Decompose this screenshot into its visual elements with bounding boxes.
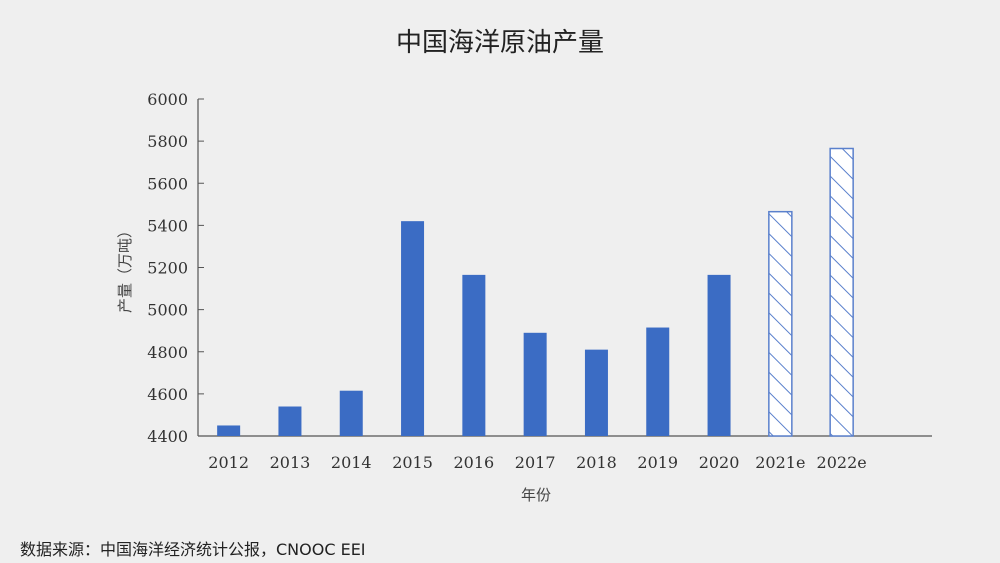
x-axis-label: 年份 bbox=[521, 486, 551, 504]
x-tick-label: 2015 bbox=[392, 453, 433, 472]
bar-2017 bbox=[523, 332, 547, 436]
bar-2013 bbox=[278, 406, 302, 436]
bar-2020 bbox=[707, 274, 731, 436]
y-tick-label: 4400 bbox=[147, 427, 188, 446]
bars bbox=[217, 147, 854, 437]
y-tick-labels: 4400 4600 4800 5000 5200 5400 5600 5800 6000 bbox=[147, 90, 188, 446]
y-tick-label: 5800 bbox=[147, 132, 188, 151]
x-tick-label: 2013 bbox=[270, 453, 311, 472]
source-note: 数据来源：中国海洋经济统计公报，CNOOC EEI bbox=[20, 540, 366, 559]
bar-2018 bbox=[584, 349, 608, 436]
axes bbox=[197, 98, 932, 437]
bar-2012 bbox=[217, 425, 241, 436]
x-tick-label: 2018 bbox=[576, 453, 617, 472]
x-tick-label: 2019 bbox=[637, 453, 678, 472]
bar-2019 bbox=[646, 327, 670, 436]
bar-2016 bbox=[462, 274, 486, 436]
x-tick-label: 2020 bbox=[699, 453, 740, 472]
x-tick-label: 2022e bbox=[817, 453, 867, 472]
bar-2015 bbox=[401, 221, 425, 436]
x-tick-label: 2014 bbox=[331, 453, 372, 472]
y-axis-label: 产量（万吨） bbox=[116, 223, 134, 313]
y-tick-label: 4600 bbox=[147, 385, 188, 404]
x-tick-label: 2021e bbox=[755, 453, 805, 472]
bar-2014 bbox=[339, 390, 363, 436]
y-tick-label: 4800 bbox=[147, 343, 188, 362]
x-tick-label: 2016 bbox=[453, 453, 494, 472]
x-tick-label: 2012 bbox=[208, 453, 249, 472]
bar-chart: 2012 2013 2014 2015 2016 2017 2018 2019 2020 2021… bbox=[116, 90, 932, 504]
bar-2021e bbox=[768, 210, 793, 437]
x-tick-labels: 2012 2013 2014 2015 2016 2017 2018 2019 2020 2021… bbox=[208, 453, 866, 472]
x-tick-label: 2017 bbox=[515, 453, 556, 472]
y-tick-label: 6000 bbox=[147, 90, 188, 109]
bar-2022e bbox=[829, 147, 854, 437]
y-tick-label: 5600 bbox=[147, 174, 188, 193]
y-tick-label: 5400 bbox=[147, 216, 188, 235]
y-tick-label: 5000 bbox=[147, 301, 188, 320]
y-tick-label: 5200 bbox=[147, 259, 188, 278]
chart-title: 中国海洋原油产量 bbox=[395, 28, 604, 58]
